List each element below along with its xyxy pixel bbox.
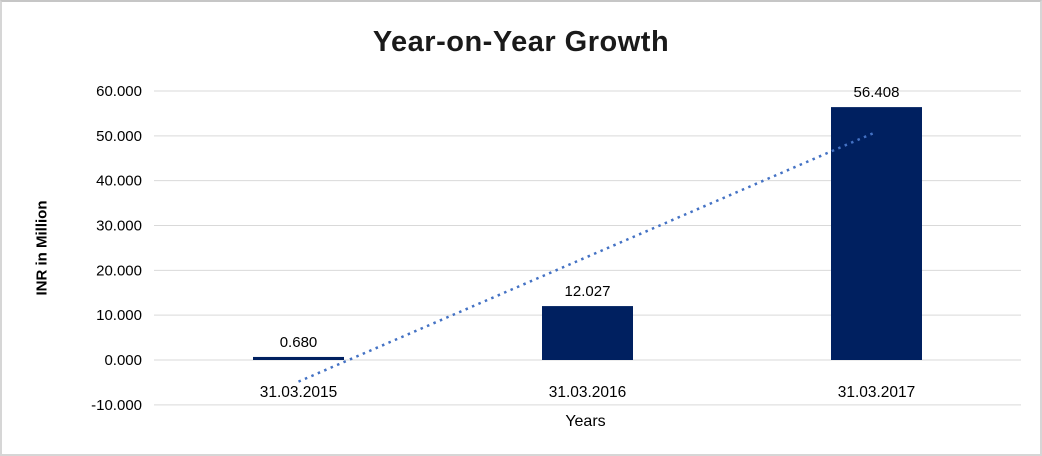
y-tick-label: -10.000	[91, 397, 142, 414]
chart-title: Year-on-Year Growth	[372, 26, 670, 58]
bar-data-label: 56.408	[854, 84, 900, 101]
y-tick-label: 20.000	[96, 262, 142, 279]
category-label: 31.03.2016	[549, 384, 627, 401]
y-tick-label: 0.000	[104, 352, 142, 369]
bar	[831, 107, 922, 360]
bar-data-label: 0.680	[280, 334, 318, 351]
bar-data-label: 12.027	[565, 283, 611, 300]
x-axis-title: Years	[565, 413, 606, 430]
y-tick-label: 50.000	[96, 128, 142, 145]
y-tick-label: 40.000	[96, 173, 142, 190]
category-label: 31.03.2015	[260, 384, 338, 401]
y-tick-label: 10.000	[96, 307, 142, 324]
y-tick-label: 30.000	[96, 218, 142, 235]
category-label: 31.03.2017	[838, 384, 916, 401]
bar	[542, 306, 633, 360]
bar	[253, 356, 344, 360]
y-tick-label: 60.000	[96, 83, 142, 100]
